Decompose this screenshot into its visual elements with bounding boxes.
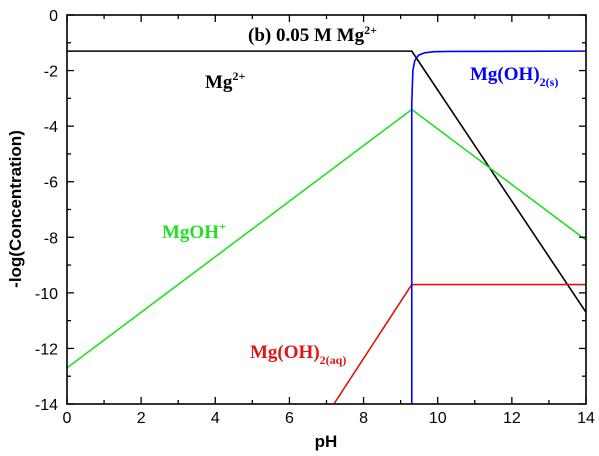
chart-title-superscript: 2+ [364,23,377,37]
label-mg2-base: Mg [205,72,233,93]
label-mgoh2s-sub: 2(s) [540,75,559,89]
label-mg2: Mg2+ [205,69,245,93]
series-line-mgoh [67,108,586,369]
label-mgoh2aq-base: Mg(OH) [250,342,320,363]
label-mg2-sup: 2+ [232,69,245,83]
y-axis-title: -log(Concentration) [6,130,25,288]
x-tick-label: 14 [577,410,595,427]
y-tick-label: -12 [35,341,58,358]
label-mgoh: MgOH+ [162,219,226,243]
label-mgoh-base: MgOH [162,222,219,243]
x-tick-label: 4 [211,410,220,427]
series-layer [67,50,586,404]
x-tick-label: 6 [285,410,294,427]
y-tick-label: -2 [44,64,58,81]
label-mgoh2s: Mg(OH)2(s) [470,64,558,89]
label-mgoh2s-base: Mg(OH) [470,64,540,85]
x-tick-label: 12 [503,410,521,427]
y-tick-label: -4 [44,119,58,136]
x-tick-label: 0 [63,410,72,427]
y-tick-label: 0 [49,8,58,25]
label-mgoh-sup: + [219,219,226,233]
series-line-mgoh2aq [333,283,586,404]
series-line-mg2 [67,50,586,313]
y-tick-label: -6 [44,175,58,192]
y-tick-label: -10 [35,286,58,303]
tick-layer: 0 2 4 6 8 10 12 14 0 -2 -4 -6 -8 -10 -12 -14 [35,8,595,427]
x-tick-label: 10 [429,410,447,427]
x-tick-label: 2 [137,410,146,427]
label-mgoh2aq-sub: 2(aq) [320,353,347,367]
x-axis-title: pH [315,432,338,451]
label-mgoh2aq: Mg(OH)2(aq) [250,342,346,367]
x-tick-label: 8 [359,410,368,427]
y-tick-label: -14 [35,397,58,414]
y-tick-label: -8 [44,230,58,247]
chart-title-main: (b) 0.05 M Mg [248,25,365,46]
chart-title: (b) 0.05 M Mg2+ [248,23,377,46]
series-line-mgoh2s [410,50,586,404]
